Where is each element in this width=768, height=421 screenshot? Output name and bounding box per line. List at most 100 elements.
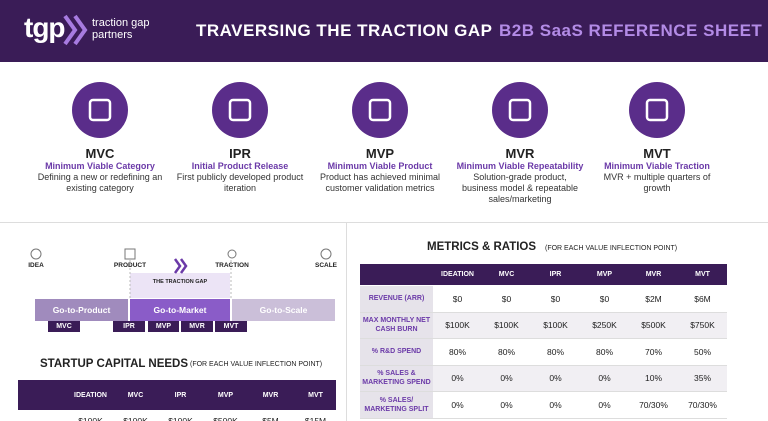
- metrics-cell: 0%: [451, 399, 464, 410]
- logo-chevron: [63, 14, 88, 46]
- capital-column: MVP: [217, 391, 234, 399]
- capital-column: MVR: [262, 391, 279, 399]
- row-line: [360, 311, 727, 313]
- metrics-title: METRICS & RATIOS: [427, 241, 537, 253]
- metrics-cell: 80%: [497, 346, 515, 357]
- phase: Go-to-Market: [130, 299, 230, 321]
- timeline-art: [30, 248, 332, 298]
- metrics-cell: 0%: [549, 373, 562, 384]
- tag: MVT: [215, 321, 247, 332]
- stage-desc: First publicly developed product iterati…: [176, 172, 304, 193]
- metrics-row-label: % SALES & MARKETING SPEND: [362, 370, 431, 387]
- row-line: [360, 364, 727, 366]
- logo: tgp: [24, 12, 66, 43]
- capital-column: IPR: [174, 391, 187, 399]
- stage-name: Minimum Viable Product: [327, 161, 433, 171]
- divider: [0, 222, 768, 223]
- stage: MVR Minimum Viable Repeatability Solution-…: [455, 82, 585, 205]
- metrics-cell: 70/30%: [639, 399, 668, 410]
- subtitle: B2B SaaS REFERENCE SHEET: [499, 21, 763, 40]
- capital-title: STARTUP CAPITAL NEEDS: [40, 358, 189, 370]
- tag: MVR: [181, 321, 213, 332]
- stage-name: Minimum Viable Category: [45, 161, 155, 171]
- metrics-cell: $0: [599, 293, 610, 304]
- header: [0, 0, 768, 62]
- metrics-row-label: MAX MONTHLY NET CASH BURN: [362, 317, 431, 334]
- metrics-cell: 80%: [448, 346, 466, 357]
- milestone: PRODUCT: [113, 262, 147, 269]
- stage-icon: [629, 82, 685, 138]
- capital-cell: $100K: [123, 416, 148, 421]
- stage-abbr: MVC: [85, 146, 115, 161]
- metrics-cell: 0%: [451, 373, 464, 384]
- capital-note: (FOR EACH VALUE INFLECTION POINT): [190, 361, 323, 368]
- stage-icon: [352, 82, 408, 138]
- capital-column: IDEATION: [74, 391, 107, 399]
- metrics-cell: 80%: [595, 346, 613, 357]
- stage-desc: MVR + multiple quarters of growth: [603, 172, 711, 193]
- metrics-row-label: REVENUE (ARR): [368, 295, 425, 303]
- tag: MVP: [148, 321, 179, 332]
- metrics-cell: $100K: [445, 320, 470, 331]
- capital-cell: $500K: [213, 416, 238, 421]
- phase: Go-to-Scale: [232, 299, 335, 321]
- brand: traction gap partners: [92, 17, 150, 41]
- row-line: [360, 391, 727, 392]
- stage: MVT Minimum Viable Traction MVR + multiple…: [592, 82, 722, 194]
- stage-desc: Product has achieved minimal customer va…: [319, 172, 441, 193]
- metrics-column: MVT: [695, 271, 710, 278]
- metrics-column: IPR: [549, 271, 562, 278]
- phase: Go-to-Product: [35, 299, 128, 321]
- metrics-cell: $250K: [592, 320, 617, 331]
- metrics-cell: 0%: [598, 373, 611, 384]
- title: TRAVERSING THE TRACTION GAP: [196, 21, 493, 40]
- stage: IPR Initial Product Release First publicly…: [175, 82, 305, 194]
- capital-cell: $100K: [78, 416, 103, 421]
- metrics-cell: $500K: [641, 320, 666, 331]
- capital-cell: $15M: [304, 416, 327, 421]
- stage-abbr: MVT: [643, 146, 671, 161]
- metrics-cell: 50%: [693, 346, 711, 357]
- milestone: TRACTION: [215, 262, 249, 269]
- metrics-label-bg: [360, 312, 433, 338]
- stage-icon: [492, 82, 548, 138]
- metrics-note: (FOR EACH VALUE INFLECTION POINT): [545, 245, 678, 252]
- metrics-cell: 35%: [693, 373, 711, 384]
- metrics-row-label: % R&D SPEND: [371, 348, 422, 356]
- metrics-cell: 70%: [644, 346, 662, 357]
- stage-name: Initial Product Release: [191, 161, 289, 171]
- milestone: SCALE: [314, 262, 338, 269]
- metrics-cell: $100K: [543, 320, 568, 331]
- metrics-cell: 0%: [598, 399, 611, 410]
- tag: MVC: [48, 321, 80, 332]
- metrics-label-bg: [360, 286, 433, 312]
- divider: [346, 222, 347, 421]
- metrics-cell: 70/30%: [688, 399, 717, 410]
- stage-abbr: MVR: [505, 146, 535, 161]
- stage-icon: [72, 82, 128, 138]
- capital-header-bg: [18, 380, 336, 410]
- capital-column: MVC: [127, 391, 144, 399]
- metrics-column: MVR: [645, 271, 662, 278]
- metrics-cell: 10%: [644, 373, 662, 384]
- capital-column: MVT: [308, 391, 323, 399]
- metrics-cell: 80%: [546, 346, 564, 357]
- tag: IPR: [113, 321, 145, 332]
- metrics-header-bg: [360, 264, 727, 285]
- metrics-cell: $0: [501, 293, 512, 304]
- stage: MVP Minimum Viable Product Product has ach…: [315, 82, 445, 194]
- metrics-cell: $750K: [690, 320, 715, 331]
- metrics-cell: $6M: [694, 293, 711, 304]
- capital-cell: $100K: [168, 416, 193, 421]
- metrics-cell: 0%: [549, 399, 562, 410]
- metrics-column: MVP: [596, 271, 613, 278]
- stage-name: Minimum Viable Traction: [604, 161, 710, 171]
- milestone: IDEA: [28, 262, 44, 269]
- metrics-cell: $0: [452, 293, 463, 304]
- row-band: [433, 312, 727, 338]
- stage: MVC Minimum Viable Category Defining a new…: [35, 82, 165, 194]
- stage-abbr: MVP: [365, 146, 395, 161]
- metrics-cell: $2M: [645, 293, 662, 304]
- metrics-cell: $0: [550, 293, 561, 304]
